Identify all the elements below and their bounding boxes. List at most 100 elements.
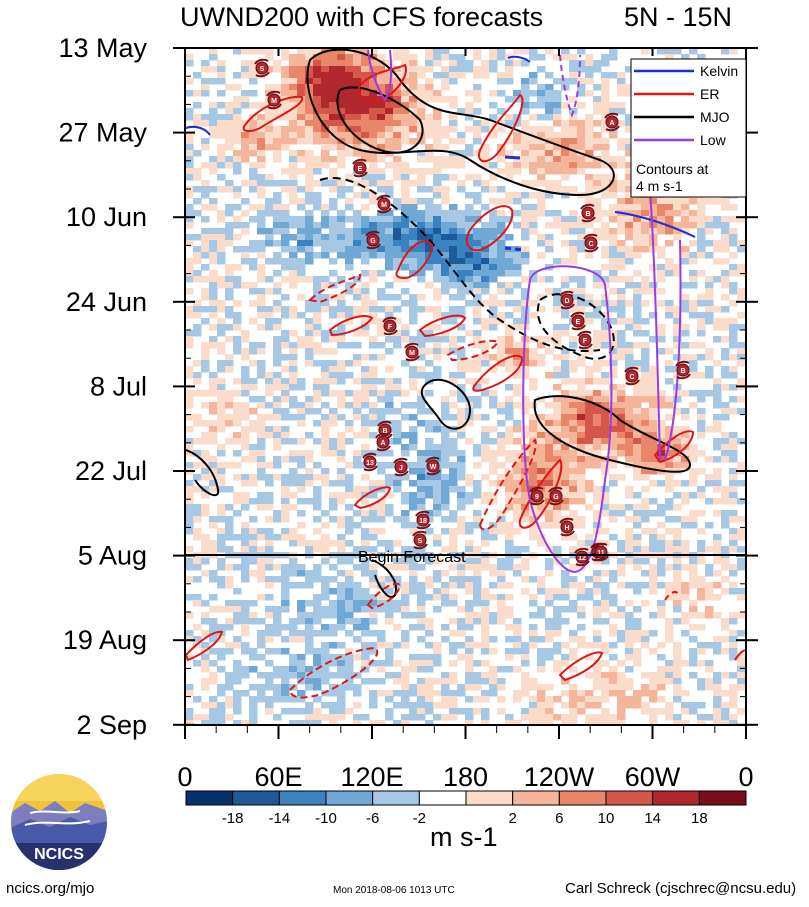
shading-cell: [377, 354, 386, 361]
shading-cell: [705, 240, 714, 247]
shading-cell: [489, 594, 498, 601]
shading-cell: [569, 462, 578, 469]
shading-cell: [225, 264, 234, 271]
shading-cell: [257, 180, 266, 187]
shading-cell: [401, 546, 410, 553]
shading-cell: [425, 720, 434, 725]
shading-cell: [489, 264, 498, 271]
shading-cell: [497, 54, 506, 61]
shading-cell: [385, 690, 394, 697]
shading-cell: [257, 270, 266, 277]
shading-cell: [417, 408, 426, 415]
shading-cell: [441, 624, 450, 631]
shading-cell: [241, 492, 250, 499]
shading-cell: [457, 414, 466, 421]
shading-cell: [657, 420, 666, 427]
shading-cell: [457, 396, 466, 403]
shading-cell: [313, 384, 322, 391]
shading-cell: [425, 654, 434, 661]
shading-cell: [345, 588, 354, 595]
shading-cell: [401, 444, 410, 451]
shading-cell: [713, 216, 722, 223]
shading-cell: [465, 564, 474, 571]
shading-cell: [353, 522, 362, 529]
shading-cell: [361, 294, 370, 301]
shading-cell: [625, 150, 634, 157]
shading-cell: [721, 276, 730, 283]
shading-cell: [217, 420, 226, 427]
shading-cell: [337, 414, 346, 421]
shading-cell: [673, 228, 682, 235]
shading-cell: [617, 204, 626, 211]
shading-cell: [561, 420, 570, 427]
shading-cell: [313, 606, 322, 613]
shading-cell: [337, 252, 346, 259]
shading-cell: [201, 720, 210, 725]
shading-cell: [321, 372, 330, 379]
shading-cell: [201, 546, 210, 553]
shading-cell: [257, 102, 266, 109]
shading-cell: [441, 78, 450, 85]
shading-cell: [281, 114, 290, 121]
shading-cell: [265, 318, 274, 325]
shading-cell: [257, 342, 266, 349]
shading-cell: [297, 312, 306, 319]
shading-cell: [601, 648, 610, 655]
shading-cell: [681, 498, 690, 505]
shading-cell: [337, 600, 346, 607]
shading-cell: [673, 396, 682, 403]
shading-cell: [321, 78, 330, 85]
shading-cell: [433, 228, 442, 235]
shading-cell: [401, 390, 410, 397]
shading-cell: [233, 474, 242, 481]
shading-cell: [353, 216, 362, 223]
shading-cell: [393, 78, 402, 85]
shading-cell: [385, 102, 394, 109]
shading-cell: [545, 234, 554, 241]
shading-cell: [257, 576, 266, 583]
shading-cell: [393, 702, 402, 709]
shading-cell: [585, 126, 594, 133]
shading-cell: [641, 438, 650, 445]
shading-cell: [569, 480, 578, 487]
shading-cell: [457, 258, 466, 265]
shading-cell: [585, 672, 594, 679]
shading-cell: [241, 336, 250, 343]
shading-cell: [649, 630, 658, 637]
shading-cell: [641, 204, 650, 211]
shading-cell: [345, 120, 354, 127]
shading-cell: [481, 432, 490, 439]
shading-cell: [577, 216, 586, 223]
shading-cell: [265, 276, 274, 283]
shading-cell: [241, 426, 250, 433]
shading-cell: [553, 288, 562, 295]
shading-cell: [225, 234, 234, 241]
shading-cell: [569, 708, 578, 715]
shading-cell: [433, 138, 442, 145]
shading-cell: [673, 678, 682, 685]
shading-cell: [481, 204, 490, 211]
shading-cell: [241, 498, 250, 505]
shading-cell: [721, 246, 730, 253]
shading-cell: [737, 678, 746, 685]
shading-cell: [409, 312, 418, 319]
shading-cell: [617, 342, 626, 349]
shading-cell: [497, 312, 506, 319]
shading-cell: [577, 702, 586, 709]
shading-cell: [273, 648, 282, 655]
shading-cell: [505, 264, 514, 271]
shading-cell: [185, 612, 194, 619]
shading-cell: [569, 498, 578, 505]
shading-cell: [721, 354, 730, 361]
shading-cell: [513, 120, 522, 127]
shading-cell: [321, 540, 330, 547]
shading-cell: [321, 114, 330, 121]
shading-cell: [737, 612, 746, 619]
shading-cell: [233, 102, 242, 109]
shading-cell: [185, 714, 194, 721]
shading-cell: [505, 96, 514, 103]
shading-cell: [225, 462, 234, 469]
shading-cell: [481, 120, 490, 127]
shading-cell: [417, 66, 426, 73]
shading-cell: [409, 258, 418, 265]
